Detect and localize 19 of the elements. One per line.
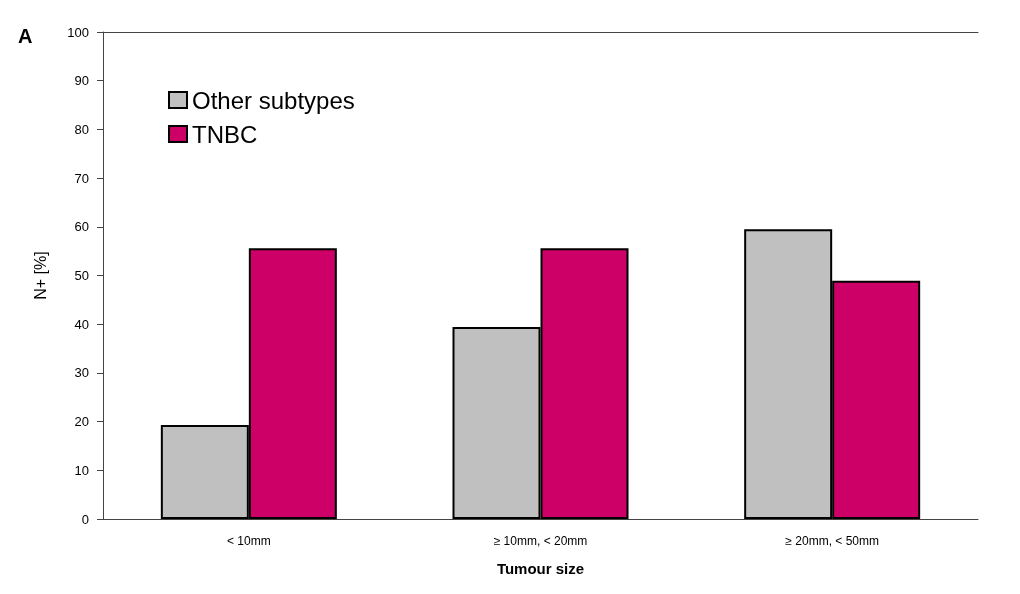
y-tick-label: 30 <box>74 365 89 381</box>
legend-label: Other subtypes <box>192 86 355 114</box>
y-tick-label: 90 <box>74 73 89 89</box>
x-tick-label: < 10mm <box>226 534 271 548</box>
y-tick-label: 60 <box>74 219 89 235</box>
y-tick-label: 100 <box>67 24 89 40</box>
legend-label: TNBC <box>192 120 258 148</box>
y-tick-label: 70 <box>74 170 89 186</box>
y-tick-label: 40 <box>74 316 89 332</box>
x-axis-title: Tumour size <box>496 560 585 577</box>
x-tick-label: ≥ 20mm, < 50mm <box>785 534 879 548</box>
y-tick-label: 20 <box>74 414 89 430</box>
y-tick-label: 0 <box>81 511 89 527</box>
text: A <box>18 25 33 47</box>
y-tick-label: 50 <box>74 268 89 283</box>
x-tick-label: ≥ 10mm, < 20mm <box>493 534 588 548</box>
y-axis-title: N+ [%] <box>31 251 49 300</box>
y-tick-label: 10 <box>74 462 89 478</box>
y-tick-label: 80 <box>74 121 89 137</box>
